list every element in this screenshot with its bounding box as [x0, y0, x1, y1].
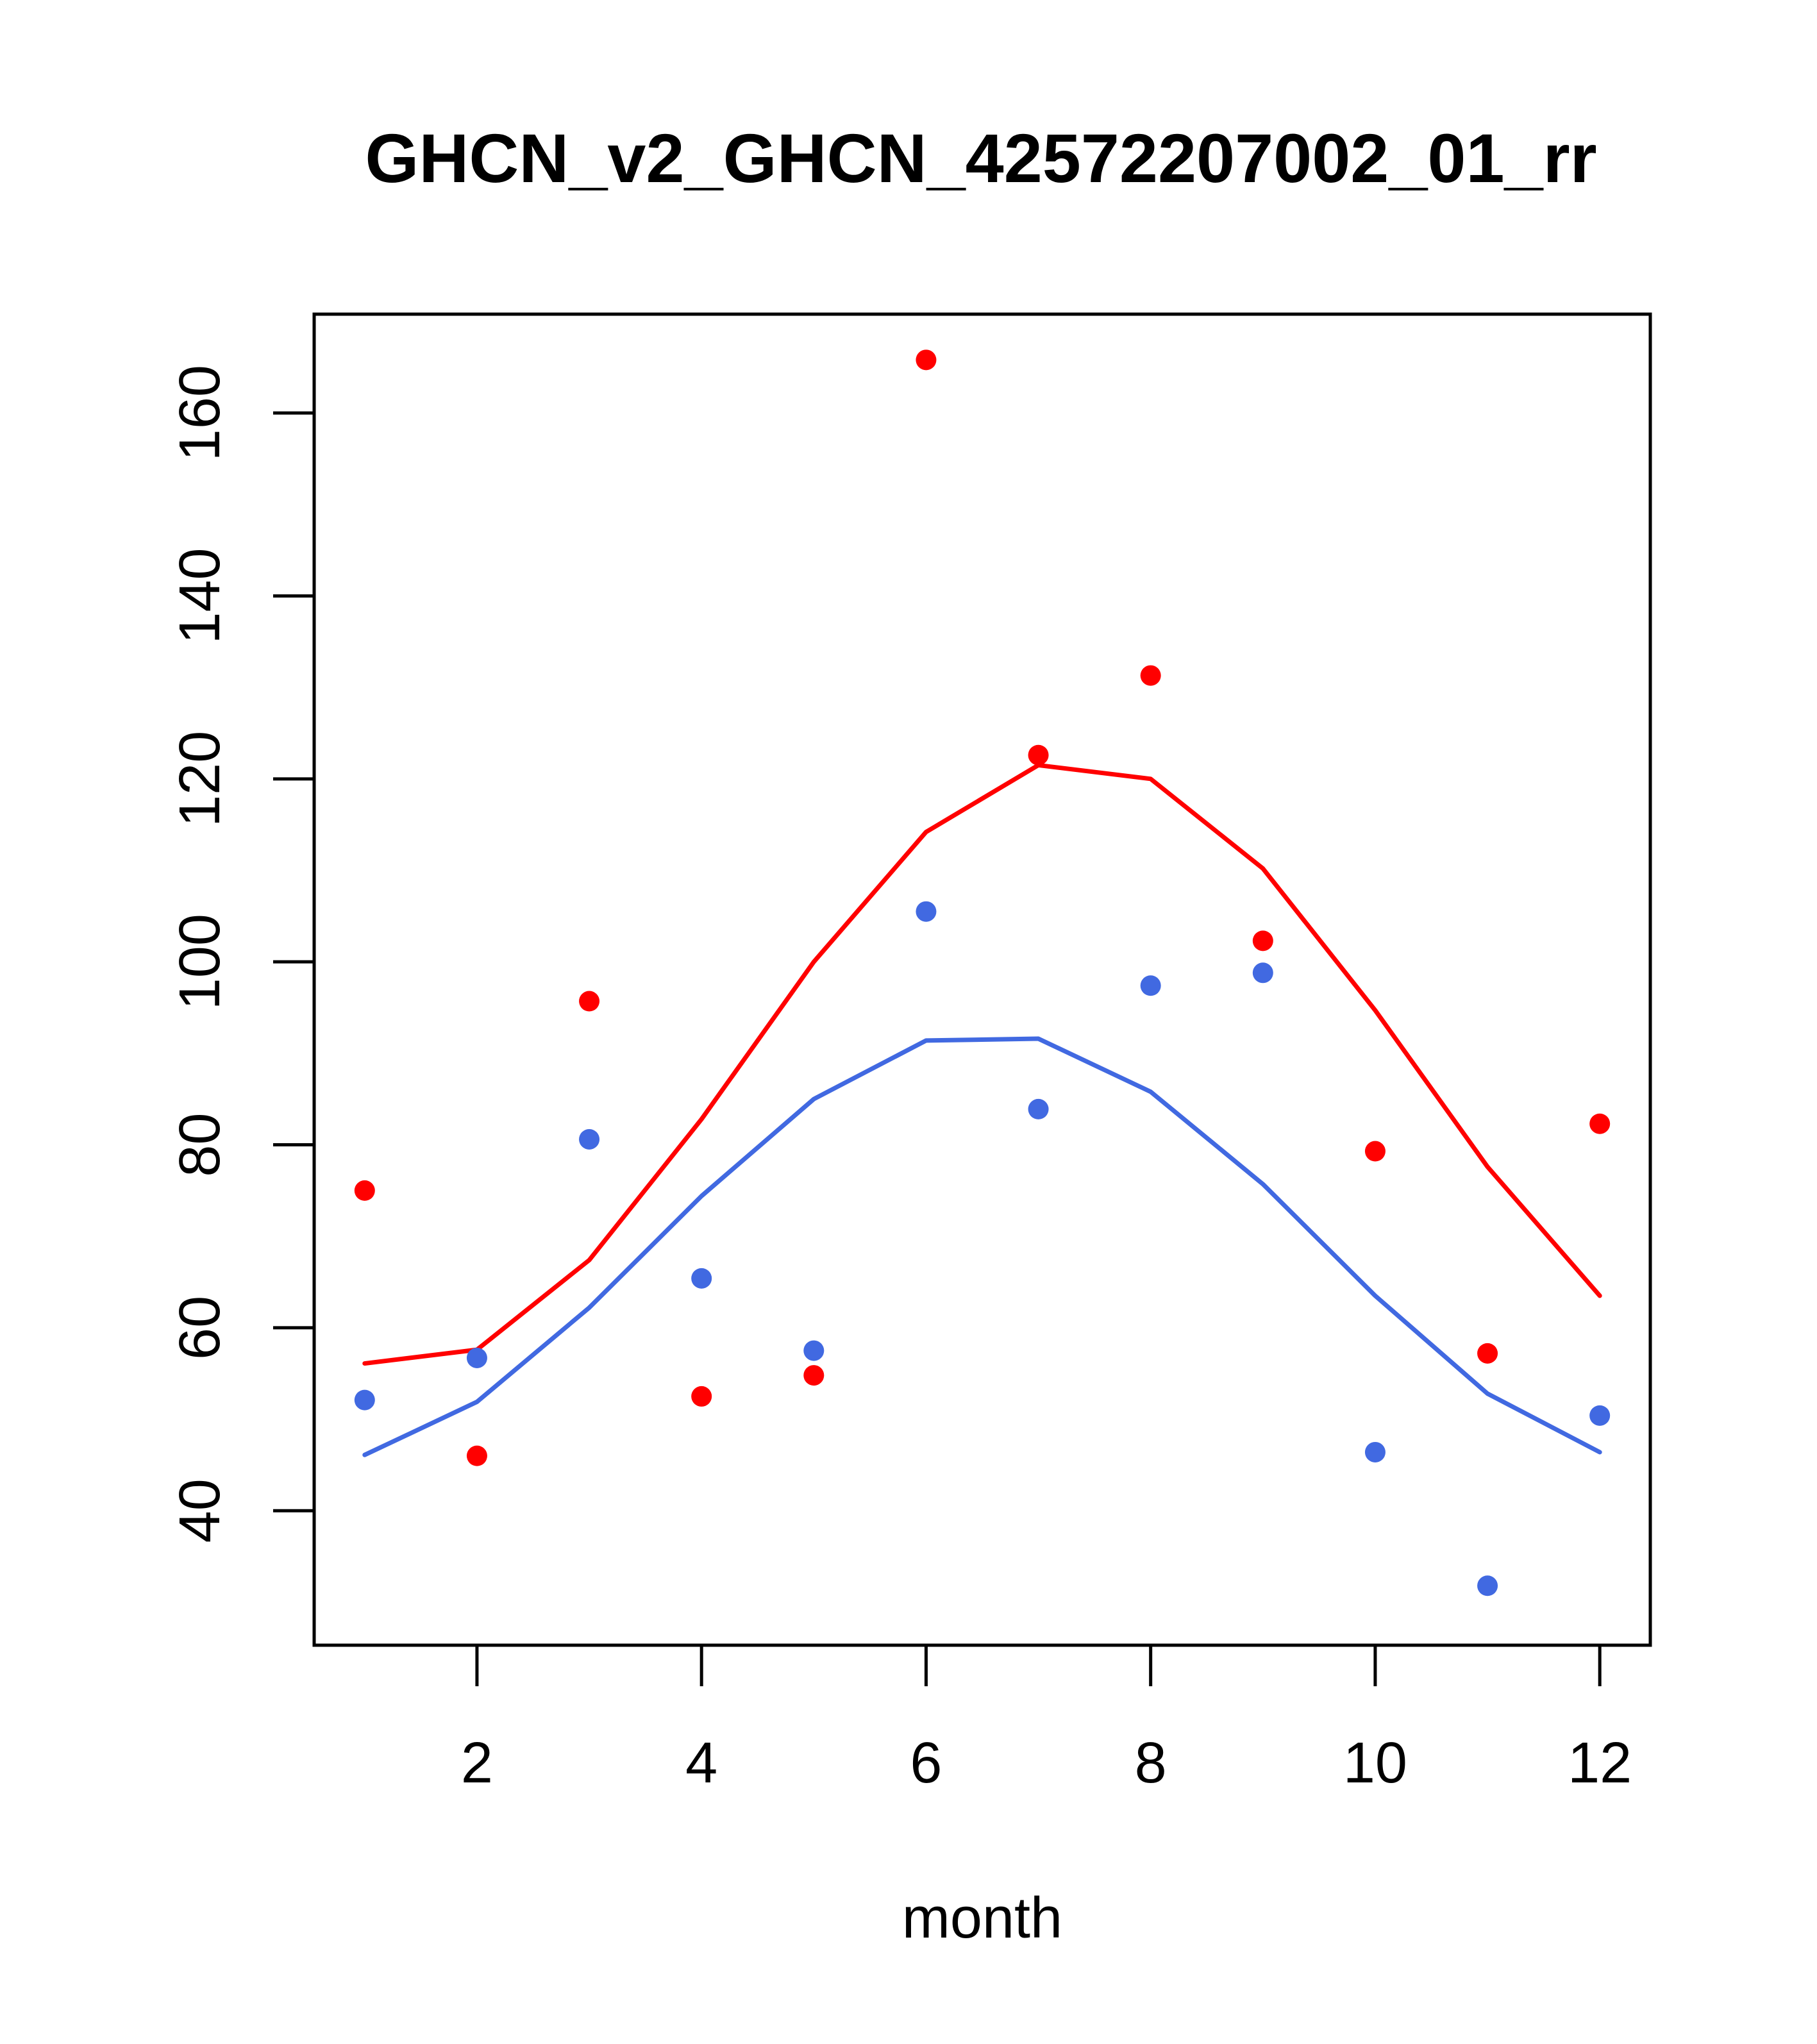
- series-0-point: [466, 1445, 487, 1466]
- x-tick-label: 8: [1135, 1731, 1167, 1795]
- x-tick-label: 12: [1568, 1731, 1632, 1795]
- series-0-point: [691, 1386, 712, 1407]
- y-tick-label: 140: [168, 548, 232, 644]
- series-1-point: [466, 1347, 487, 1368]
- chart-title: GHCN_v2_GHCN_42572207002_01_rr: [365, 119, 1596, 197]
- series-1-point: [1589, 1405, 1611, 1426]
- y-tick-label: 80: [168, 1112, 232, 1177]
- series-1-point: [691, 1268, 712, 1289]
- series-0-point: [1364, 1141, 1386, 1162]
- series-1-point: [1477, 1575, 1498, 1596]
- y-tick-label: 120: [168, 731, 232, 827]
- y-tick-label: 40: [168, 1479, 232, 1543]
- series-0-point: [354, 1180, 375, 1201]
- series-1-line: [362, 1036, 1602, 1457]
- series-0-point: [1028, 744, 1049, 766]
- x-axis-label: month: [902, 1886, 1062, 1950]
- x-tick-label: 4: [685, 1731, 717, 1795]
- plot-frame: [312, 312, 1652, 1647]
- series-1-point: [579, 1128, 600, 1150]
- series-1-point: [354, 1389, 375, 1411]
- series-1-point: [1364, 1441, 1386, 1462]
- series-0-point: [1252, 930, 1273, 951]
- y-tick-label: 100: [168, 914, 232, 1010]
- series-0-line: [362, 762, 1602, 1366]
- y-tick-label: 60: [168, 1296, 232, 1360]
- series-0-point: [916, 349, 937, 371]
- series-1-point: [803, 1340, 825, 1361]
- series-1-point: [916, 901, 937, 922]
- x-tick-label: 2: [461, 1731, 493, 1795]
- series-1-point: [1028, 1098, 1049, 1119]
- x-axis: 2 4 6 8 10 12: [461, 1643, 1632, 1795]
- series-0-point: [1589, 1113, 1611, 1134]
- series-0-point: [1140, 665, 1161, 686]
- series-1-point: [1140, 975, 1161, 996]
- series-layer: [354, 349, 1611, 1596]
- x-tick-label: 10: [1343, 1731, 1407, 1795]
- y-tick-label: 160: [168, 365, 232, 461]
- y-axis: 40 60 80 100 120 140 160: [168, 365, 316, 1543]
- series-0-point: [803, 1365, 825, 1386]
- series-1-point: [1252, 962, 1273, 984]
- series-0-point: [579, 991, 600, 1012]
- series-0-point: [1477, 1343, 1498, 1364]
- x-tick-label: 6: [910, 1731, 942, 1795]
